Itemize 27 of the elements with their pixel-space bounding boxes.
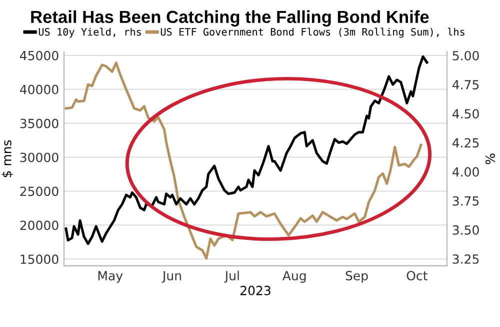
y-tick-label: 40000 [20,84,58,94]
x-tick-label: Jul [224,270,239,283]
y2-tick-label: 4.25 [452,138,479,148]
x-tick-label: Aug [282,271,306,283]
x-tick-label: May [98,271,123,283]
y-tick-label: 35000 [20,118,58,128]
legend-label: US ETF Government Bond Flows (3m Rolling Sum), lhs [160,28,464,38]
y2-tick-label: 5.00 [452,50,479,60]
chart-title: Retail Has Been Catching the Falling Bond Knife [31,10,429,27]
y2-tick-label: 3.50 [452,225,479,235]
y-tick-label: 45000 [20,50,58,60]
y2-tick-label: 4.50 [452,109,479,119]
y2-tick-label: 4.75 [452,80,479,90]
y-axis-title: $ mns [2,140,14,178]
y-tick-label: 15000 [20,254,58,264]
x-tick-label: Sep [346,270,368,283]
y2-tick-label: 4.00 [452,167,479,177]
x-axis-title: 2023 [240,286,270,296]
y2-tick-label: 3.25 [452,254,479,264]
y2-axis-title: % [485,154,495,164]
x-tick-label: Jun [162,271,181,283]
y-tick-label: 25000 [20,186,58,196]
legend-label: US 10y Yield, rhs [38,28,141,38]
y-tick-label: 30000 [20,152,58,162]
y2-tick-label: 3.75 [452,196,479,206]
x-tick-label: Oct [406,270,428,280]
y-tick-label: 20000 [20,220,58,230]
